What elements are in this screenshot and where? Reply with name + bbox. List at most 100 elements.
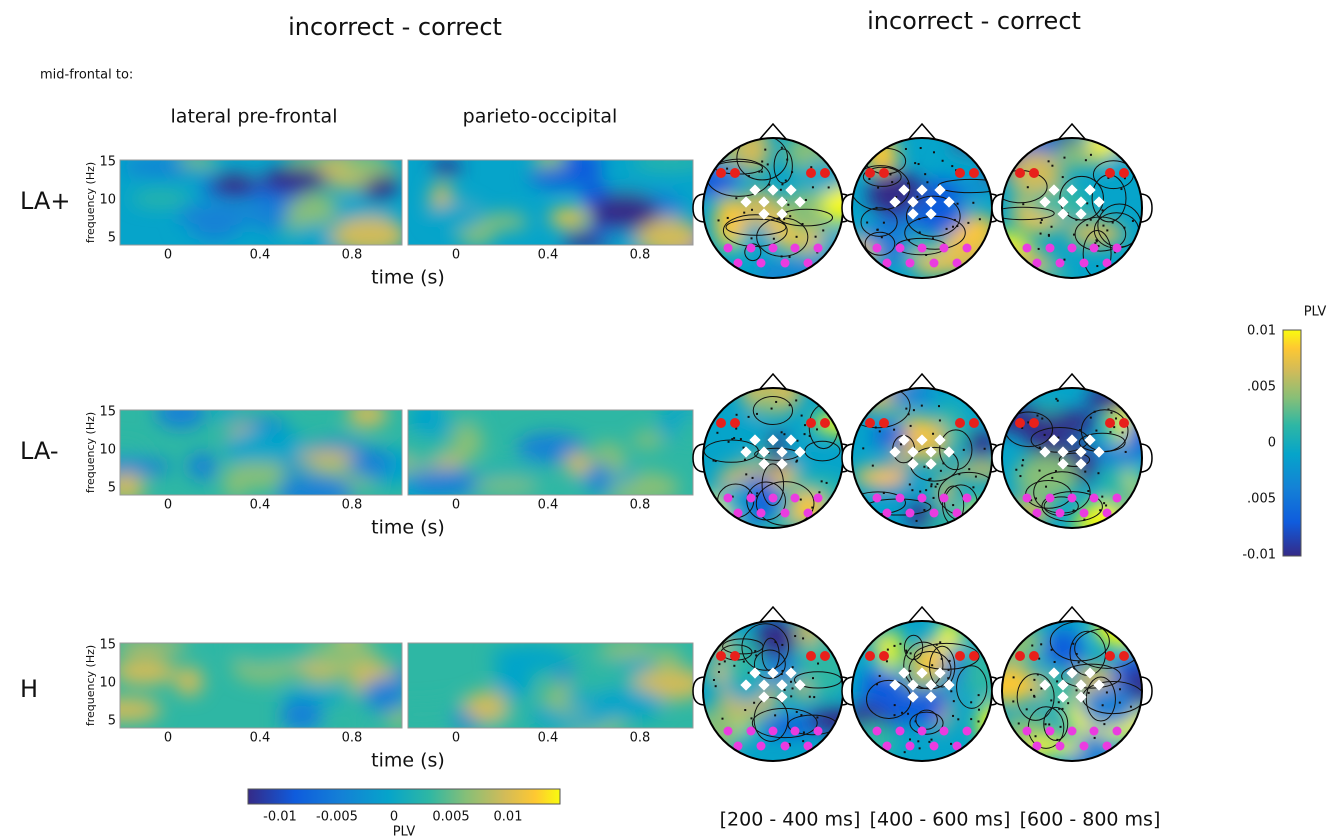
electrode <box>893 645 895 647</box>
electrode <box>908 413 910 415</box>
blob <box>465 691 507 721</box>
electrode <box>1086 224 1088 226</box>
electrode <box>933 497 935 499</box>
figure: incorrect - correct incorrect - correct … <box>0 0 1336 838</box>
electrode <box>1084 471 1086 473</box>
electrode <box>1063 259 1065 261</box>
blob <box>177 203 256 229</box>
electrode <box>724 660 726 662</box>
electrode <box>1095 430 1097 432</box>
x-tick-label: 0.8 <box>630 731 651 746</box>
electrode <box>909 670 911 672</box>
blob <box>587 463 611 496</box>
electrode <box>761 161 763 163</box>
electrode <box>776 218 778 220</box>
electrode <box>1076 689 1078 691</box>
time-window-label: [200 - 400 ms] <box>720 809 861 831</box>
electrode <box>916 520 918 522</box>
blob <box>211 172 257 196</box>
electrode <box>1044 434 1046 436</box>
electrode <box>1041 418 1043 420</box>
electrode <box>802 223 804 225</box>
electrode <box>941 658 943 660</box>
magenta-marker <box>930 259 939 268</box>
electrode <box>968 468 970 470</box>
electrode <box>1083 519 1085 521</box>
electrode <box>796 460 798 462</box>
red-marker <box>730 168 740 178</box>
magenta-marker <box>757 259 766 268</box>
blob <box>853 467 909 486</box>
electrode <box>713 460 715 462</box>
x-tick-label: 0 <box>164 498 172 513</box>
electrode <box>748 175 750 177</box>
blob <box>90 458 173 476</box>
y-axis-label: frequency (Hz) <box>84 645 97 726</box>
magenta-marker <box>918 494 927 503</box>
colorbar-tick-label: 0 <box>390 810 398 825</box>
magenta-marker <box>1090 494 1099 503</box>
electrode <box>1109 431 1111 433</box>
electrode <box>946 228 948 230</box>
electrode <box>752 477 754 479</box>
magenta-marker <box>747 727 756 736</box>
electrode <box>918 218 920 220</box>
blob <box>825 486 853 528</box>
electrode <box>821 480 823 482</box>
red-marker <box>955 651 965 661</box>
red-marker <box>969 418 979 428</box>
x-tick-label: 0.4 <box>250 731 271 746</box>
colorbar-tick-label: 0.01 <box>1247 324 1276 339</box>
electrode <box>773 238 775 240</box>
colorbar-tick-label: 0.01 <box>494 810 523 825</box>
electrode <box>953 700 955 702</box>
blob <box>353 448 392 477</box>
electrode <box>894 714 896 716</box>
electrode <box>948 669 950 671</box>
blob <box>113 657 176 685</box>
electrode <box>978 709 980 711</box>
electrode <box>764 149 766 151</box>
electrode <box>970 701 972 703</box>
electrode <box>919 491 921 493</box>
electrode <box>756 413 758 415</box>
y-tick-label: 5 <box>108 231 116 246</box>
blob <box>1022 738 1082 754</box>
electrode <box>908 239 910 241</box>
electrode <box>1018 722 1020 724</box>
magenta-marker <box>769 244 778 253</box>
electrode <box>800 714 802 716</box>
magenta-marker <box>724 494 733 503</box>
magenta-marker <box>918 244 927 253</box>
electrode <box>940 470 942 472</box>
blob <box>585 688 664 720</box>
blob <box>131 191 191 207</box>
electrode <box>901 712 903 714</box>
magenta-marker <box>1090 727 1099 736</box>
magenta-marker <box>1046 494 1055 503</box>
electrode <box>744 709 746 711</box>
electrode <box>881 236 883 238</box>
magenta-marker <box>1068 494 1077 503</box>
blob <box>471 480 539 492</box>
electrode <box>1132 220 1134 222</box>
electrode <box>781 147 783 149</box>
electrode <box>862 447 864 449</box>
blob <box>432 160 462 174</box>
red-marker <box>1015 418 1025 428</box>
colorbar-label: PLV <box>393 825 416 838</box>
electrode <box>804 433 806 435</box>
electrode <box>938 405 940 407</box>
blob <box>591 193 658 230</box>
electrode <box>926 181 928 183</box>
electrode <box>876 207 878 209</box>
electrode <box>1038 248 1040 250</box>
electrode <box>733 437 735 439</box>
red-marker <box>865 418 875 428</box>
x-axis-label: time (s) <box>371 517 445 539</box>
magenta-marker <box>963 727 972 736</box>
electrode <box>925 254 927 256</box>
y-tick-label: 15 <box>99 155 116 170</box>
y-axis-label: frequency (Hz) <box>84 162 97 243</box>
blob <box>705 632 732 654</box>
